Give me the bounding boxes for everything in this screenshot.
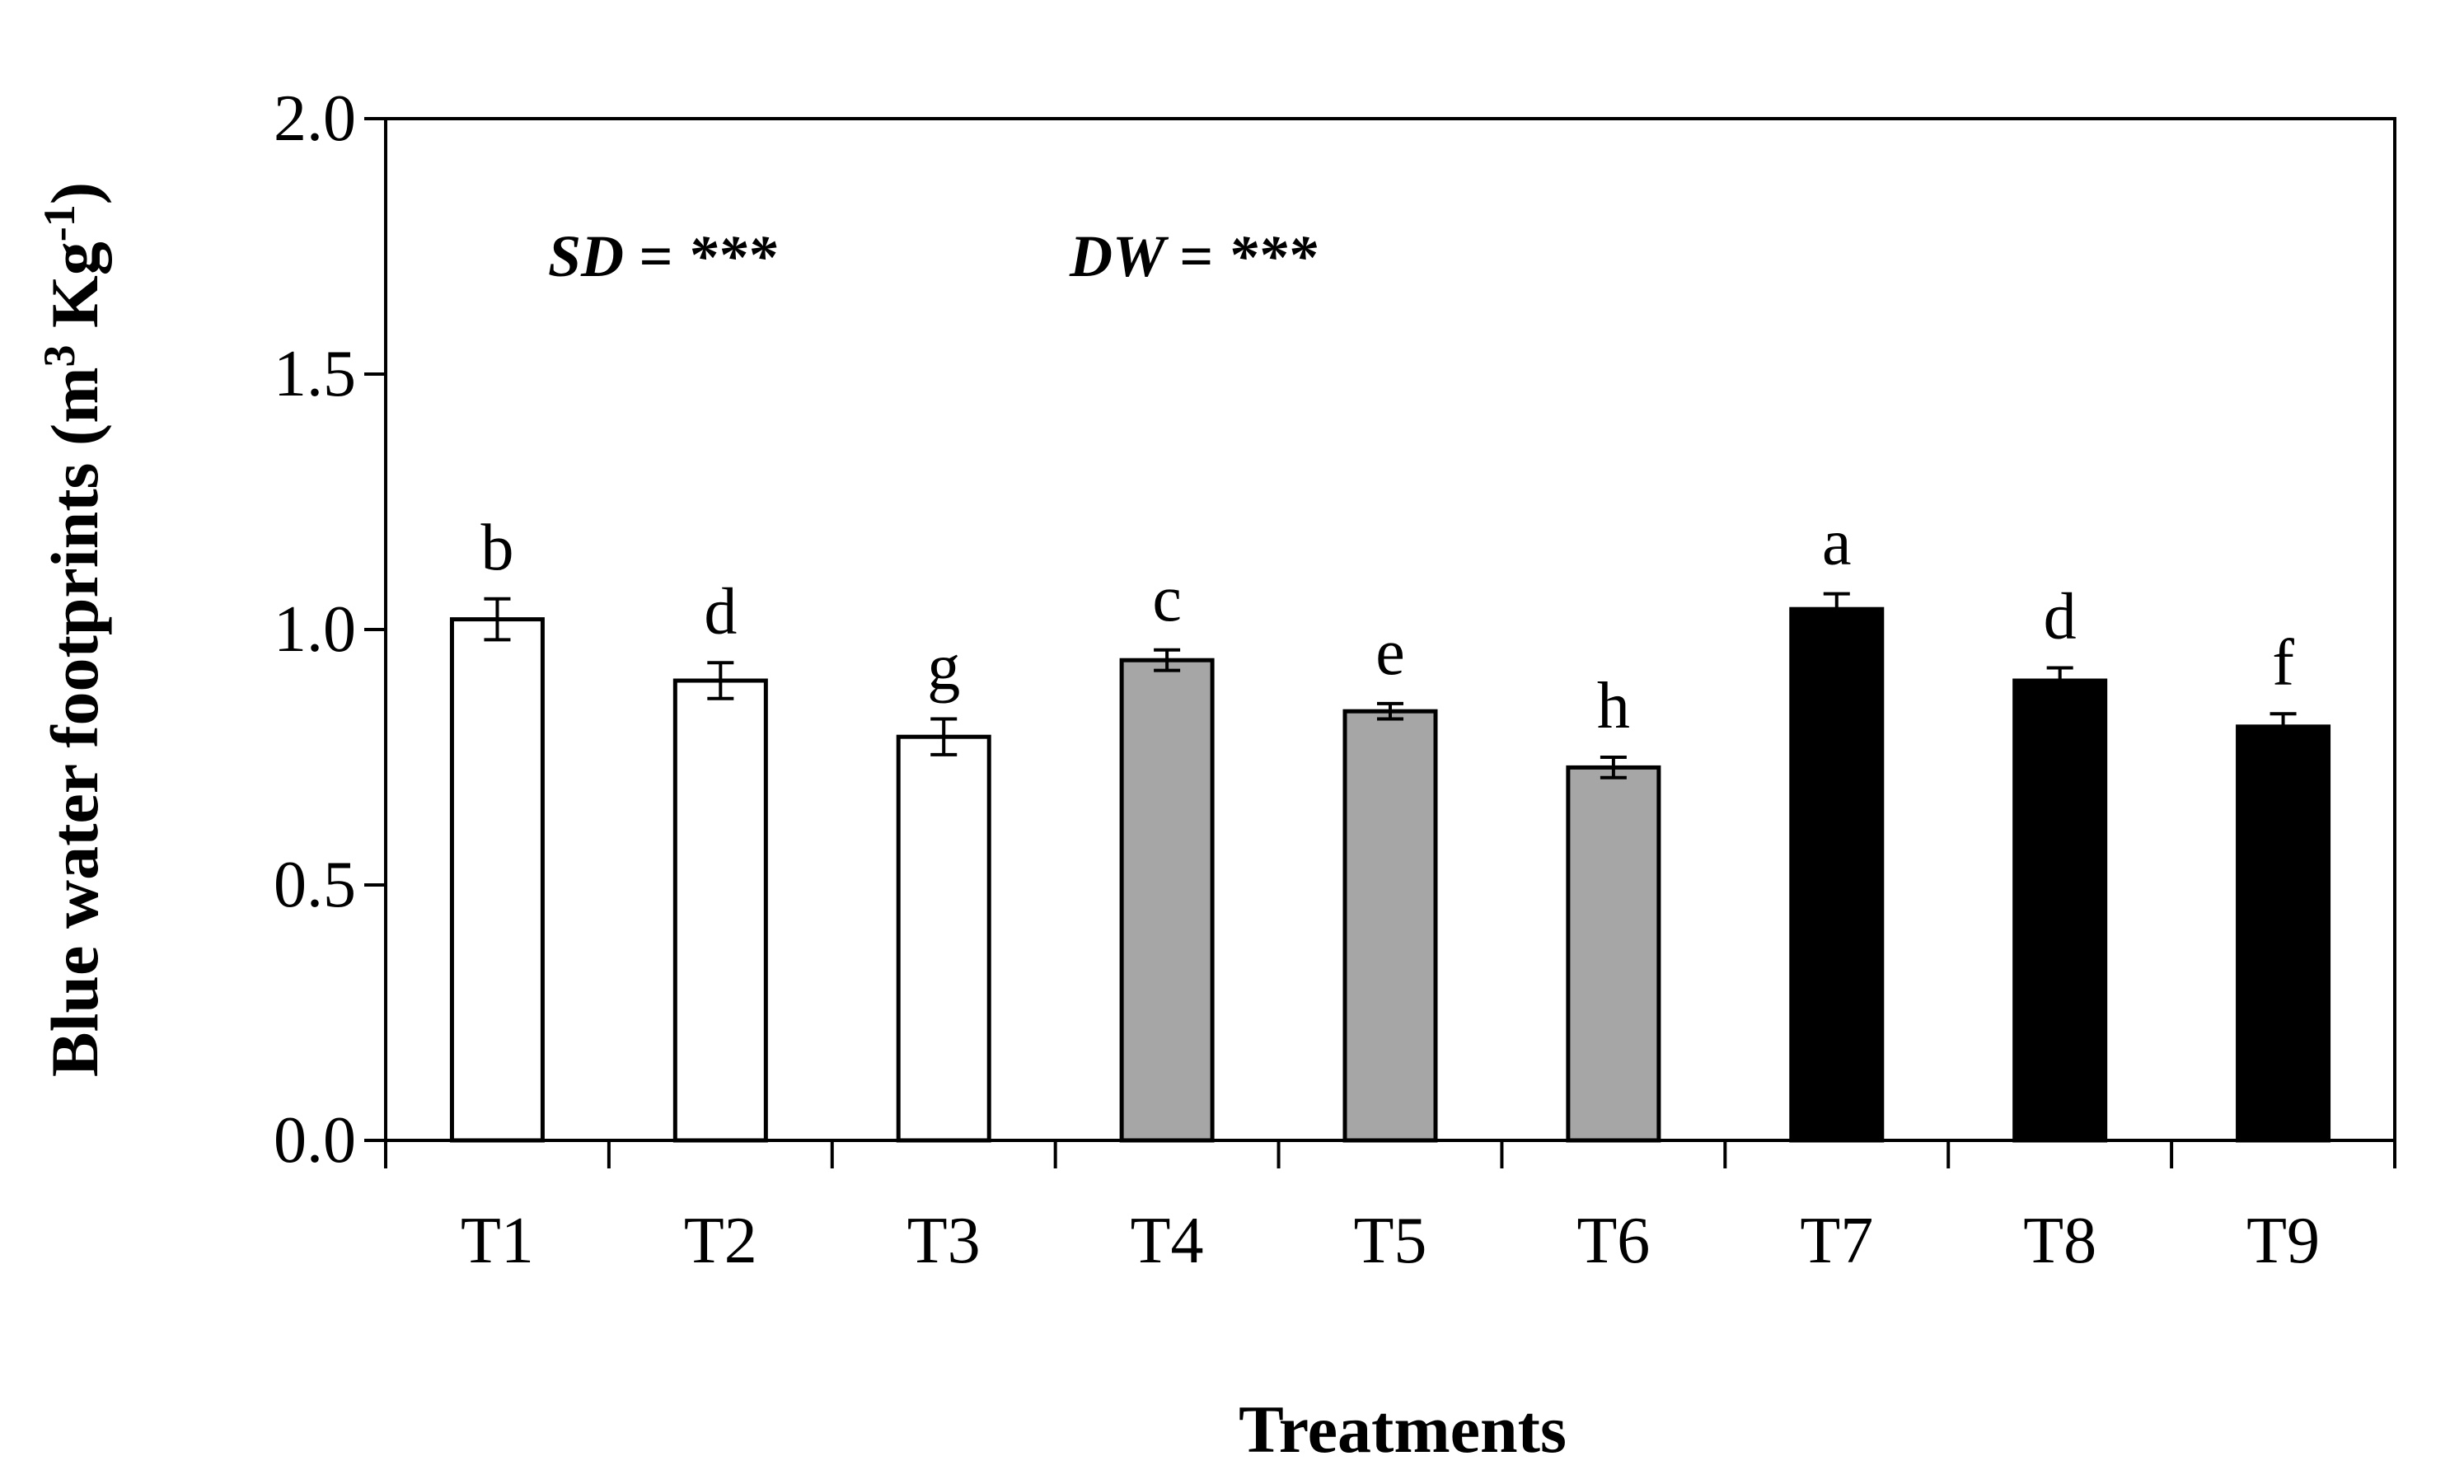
x-axis-title: Treatments <box>1239 1392 1567 1467</box>
error-bars <box>484 592 2297 779</box>
y-tick-label: 0.0 <box>274 1104 356 1177</box>
bars <box>449 606 2331 1143</box>
significance-letter: d <box>704 575 737 648</box>
significance-letters: b d g c e h a d f <box>480 507 2294 742</box>
annotation-dw: DW = *** <box>1069 223 1318 289</box>
y-axis-title-main: Blue water footprints (m <box>37 367 112 1077</box>
significance-letter: g <box>927 632 960 705</box>
x-tick-label: T8 <box>2023 1205 2096 1277</box>
y-tick-label: 1.0 <box>274 593 356 666</box>
x-tick-label: T1 <box>461 1205 534 1277</box>
annotation-dw-label: DW <box>1069 223 1169 289</box>
y-tick-label: 2.0 <box>274 82 356 155</box>
annotation-sd-value: = *** <box>624 223 777 289</box>
significance-letter: e <box>1375 616 1405 689</box>
y-tick-label: 1.5 <box>274 338 356 410</box>
y-axis-title-sup1: 3 <box>35 344 84 367</box>
x-tick-label: T3 <box>907 1205 981 1277</box>
y-axis-title-sup2: -1 <box>35 204 84 241</box>
annotation-sd: SD = *** <box>548 223 777 289</box>
bar-t2 <box>672 678 768 1143</box>
significance-letter: f <box>2272 626 2294 699</box>
x-axis <box>384 1140 2396 1168</box>
category-labels: T1 T2 T3 T4 T5 T6 T7 T8 T9 <box>461 1205 2320 1277</box>
y-axis-title-end: ) <box>37 182 112 204</box>
x-tick-label: T2 <box>684 1205 757 1277</box>
bar-t4 <box>1119 658 1215 1143</box>
annotation-dw-value: = *** <box>1164 223 1318 289</box>
bar-t6 <box>1566 765 1661 1143</box>
significance-letter: b <box>480 512 513 584</box>
bar-t9 <box>2236 724 2331 1143</box>
bar-t8 <box>2012 678 2108 1143</box>
y-axis-title: Blue water footprints (m3 Kg-1) <box>35 182 112 1077</box>
bar-t7 <box>1789 606 1885 1143</box>
x-tick-label: T5 <box>1354 1205 1427 1277</box>
significance-letter: a <box>1822 507 1852 579</box>
x-tick-label: T9 <box>2246 1205 2320 1277</box>
bar-t5 <box>1342 709 1438 1143</box>
y-axis: 0.0 0.5 1.0 1.5 2.0 <box>274 82 386 1177</box>
y-axis-title-mid: Kg <box>37 241 112 344</box>
annotation-sd-label: SD <box>548 223 624 289</box>
x-tick-label: T6 <box>1576 1205 1650 1277</box>
significance-letter: h <box>1597 670 1630 742</box>
x-tick-label: T4 <box>1131 1205 1204 1277</box>
bar-t1 <box>449 617 545 1143</box>
significance-letter: c <box>1152 563 1182 635</box>
significance-letter: d <box>2044 581 2077 653</box>
y-tick-label: 0.5 <box>274 849 356 921</box>
x-tick-label: T7 <box>1800 1205 1873 1277</box>
bar-t3 <box>896 734 991 1143</box>
